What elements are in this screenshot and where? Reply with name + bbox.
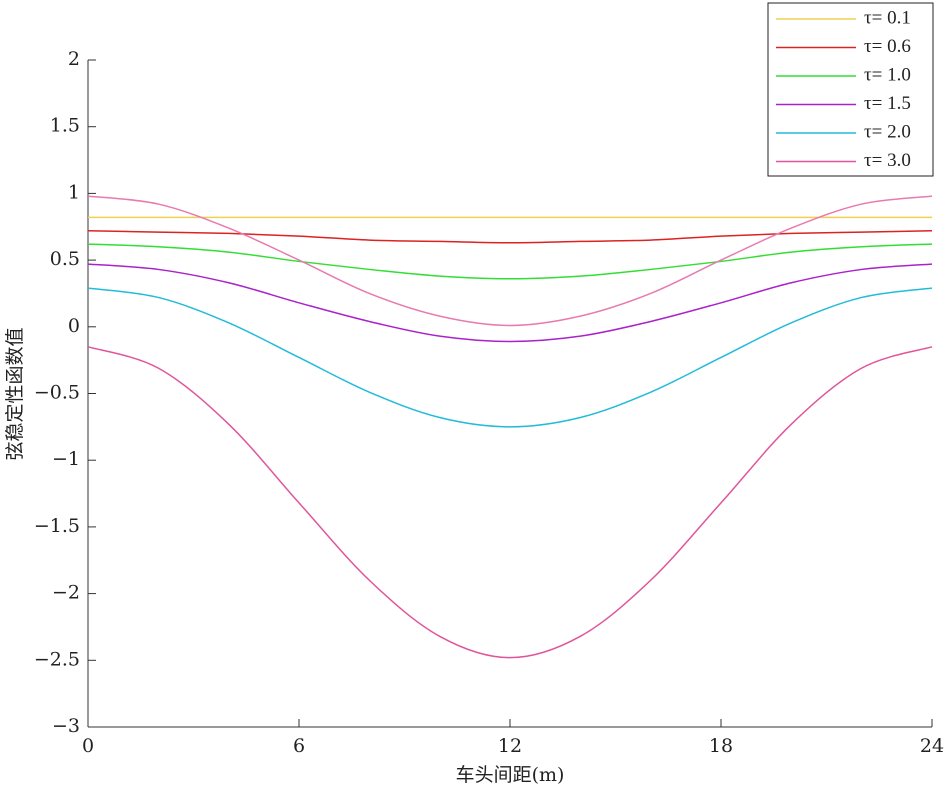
y-tick-label: 1 <box>68 181 80 203</box>
x-tick-label: 0 <box>82 735 94 757</box>
x-tick-label: 12 <box>498 735 522 757</box>
series-line <box>87 287 933 428</box>
y-tick-label: −1.5 <box>34 515 80 537</box>
x-tick-label: 6 <box>293 735 305 757</box>
series-line <box>87 346 933 659</box>
x-tick-label: 24 <box>920 735 944 757</box>
legend-label: τ= 0.6 <box>864 36 911 57</box>
series-line <box>87 263 933 343</box>
series-line <box>87 195 933 327</box>
y-axis-label: 弦稳定性函数值 <box>4 327 26 460</box>
y-tick-label: 0 <box>68 315 80 337</box>
x-tick-label: 18 <box>709 735 733 757</box>
series-line <box>87 230 933 244</box>
y-tick-label: −2 <box>52 582 80 604</box>
legend-label: τ= 0.1 <box>864 7 911 28</box>
legend-label: τ= 3.0 <box>864 150 911 171</box>
y-tick-label: 0.5 <box>50 248 80 270</box>
legend-label: τ= 1.5 <box>864 93 911 114</box>
legend-box <box>767 2 934 177</box>
y-tick-label: −0.5 <box>34 382 80 404</box>
legend-label: τ= 2.0 <box>864 121 911 142</box>
y-tick-label: 2 <box>68 48 80 70</box>
series-line <box>87 243 933 280</box>
legend-label: τ= 1.0 <box>864 64 911 85</box>
y-tick-label: −1 <box>52 448 80 470</box>
y-tick-label: −3 <box>52 715 80 737</box>
y-tick-label: 1.5 <box>50 115 80 137</box>
x-axis-label: 车头间距(m) <box>456 764 565 786</box>
y-tick-label: −2.5 <box>34 648 80 670</box>
